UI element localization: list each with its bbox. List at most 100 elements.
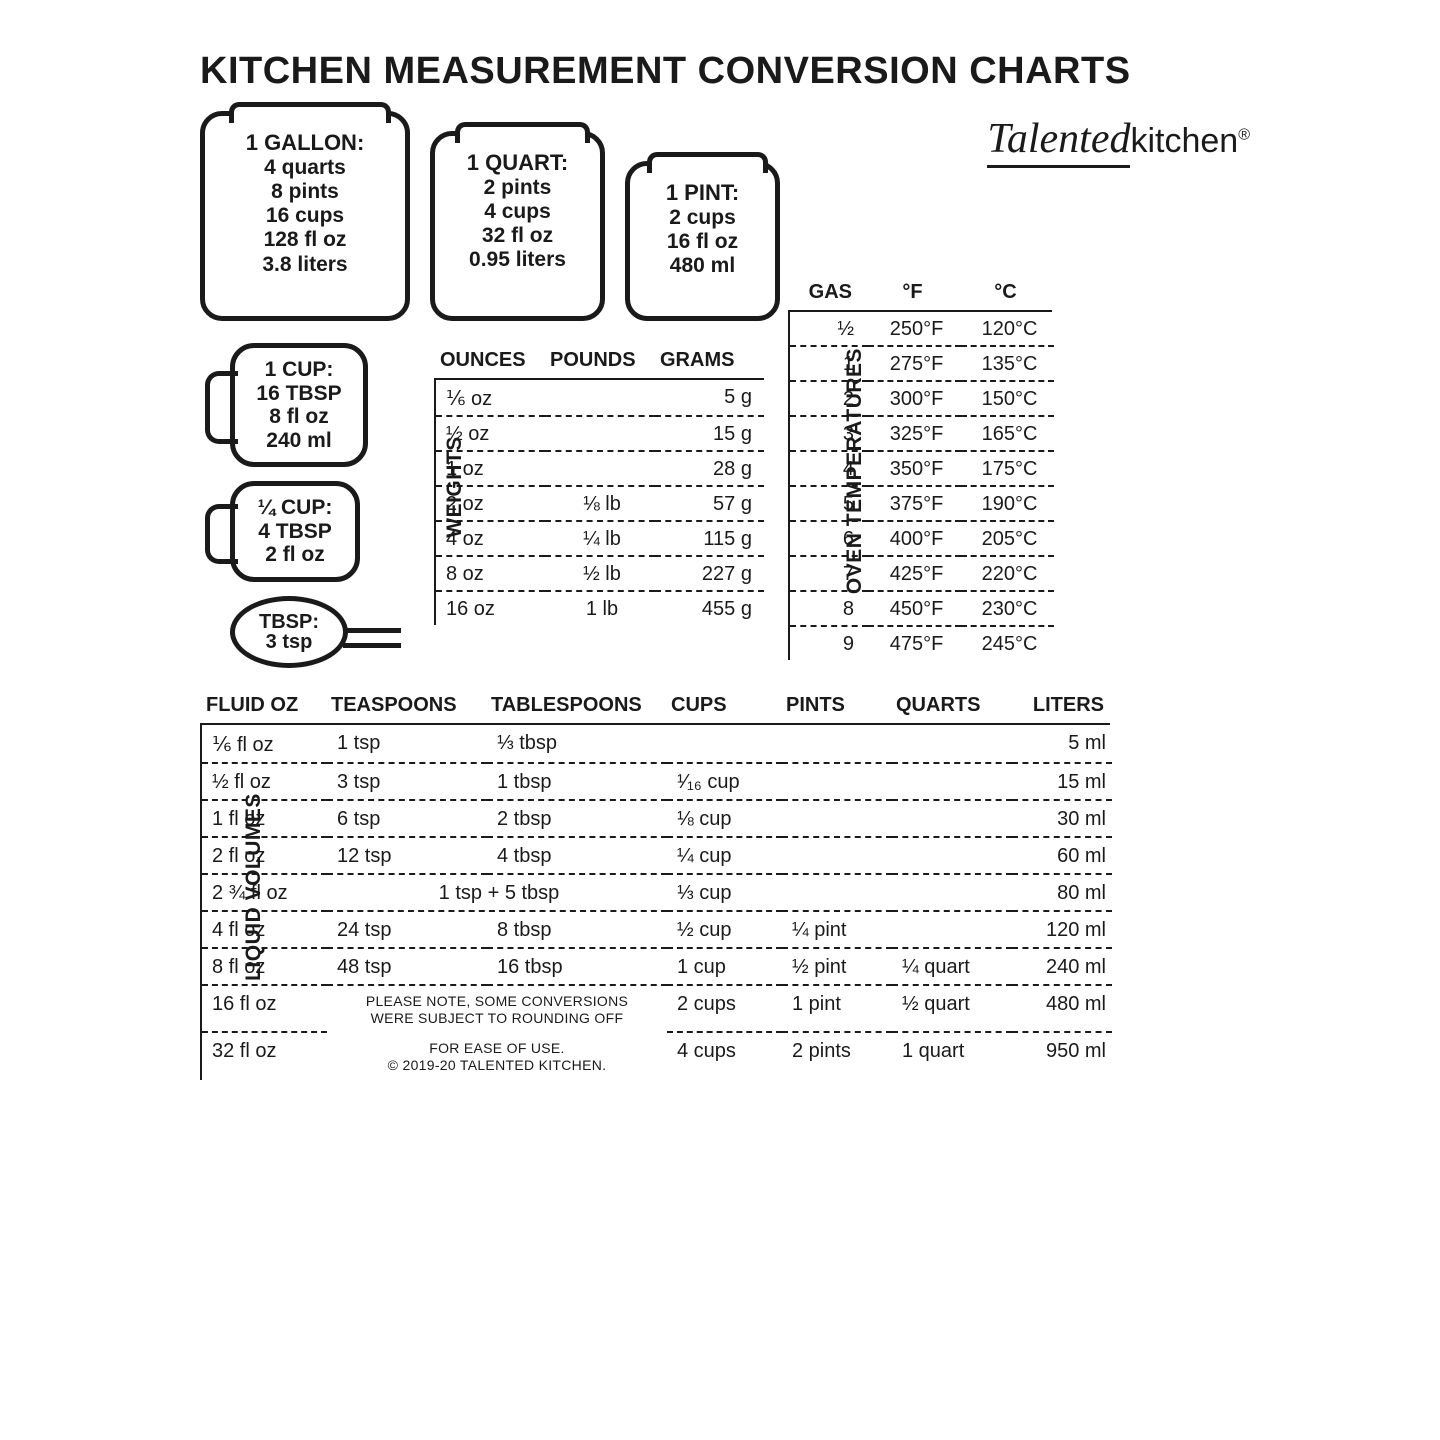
cup-heading: ¼ CUP:	[251, 496, 339, 520]
liquid-h-quarts: QUARTS	[890, 694, 1010, 725]
weights-cell-lb	[545, 452, 654, 487]
oven-row: 5375°F190°C	[790, 487, 1068, 522]
weights-row: 16 oz1 lb455 g	[436, 592, 764, 625]
oven-cell-c: 165°C	[961, 417, 1054, 452]
oven-row: 9475°F245°C	[790, 627, 1068, 660]
oven-cell-c: 220°C	[961, 557, 1054, 592]
tbsp-line: 3 tsp	[266, 632, 313, 652]
liquid-h-pints: PINTS	[780, 694, 890, 725]
weights-cell-g: 5 g	[655, 380, 764, 417]
liquid-row: 16 fl ozPLEASE NOTE, SOME CONVERSIONSWER…	[202, 986, 1260, 1033]
liquid-cell-pints	[782, 838, 892, 875]
liquid-cell-quarts	[892, 838, 1012, 875]
oven-cell-f: 325°F	[868, 417, 961, 452]
oven-cell-c: 135°C	[961, 347, 1054, 382]
weights-cell-oz: 8 oz	[436, 557, 545, 592]
mid-region: 1 CUP: 16 TBSP 8 fl oz 240 ml ¼ CUP: 4 T…	[200, 343, 1260, 668]
weights-cell-g: 15 g	[655, 417, 764, 452]
liquid-cell-tbsp: 16 tbsp	[487, 949, 667, 986]
weights-cell-lb	[545, 380, 654, 417]
liquid-row: ½ fl oz3 tsp1 tbsp¹⁄₁₆ cup15 ml	[202, 764, 1260, 801]
brand-word1: Talented	[987, 115, 1130, 168]
cup-line: 16 TBSP	[251, 382, 347, 406]
liquid-cell-tbsp: 4 tbsp	[487, 838, 667, 875]
liquid-cell-quarts	[892, 875, 1012, 912]
liquid-cell-floz: ⅙ fl oz	[202, 725, 327, 764]
liquid-cell-cups: ⅛ cup	[667, 801, 782, 838]
liquid-cell-pints: ½ pint	[782, 949, 892, 986]
oven-h-gas: GAS	[788, 281, 866, 312]
oven-cell-c: 190°C	[961, 487, 1054, 522]
cup-line: 4 TBSP	[251, 520, 339, 544]
cup-line: 8 fl oz	[251, 405, 347, 429]
liquid-cell-liters: 120 ml	[1012, 912, 1112, 949]
weights-cell-lb: ⅛ lb	[545, 487, 654, 522]
oven-cell-c: 175°C	[961, 452, 1054, 487]
liquid-row: 4 fl oz24 tsp8 tbsp½ cup¼ pint120 ml	[202, 912, 1260, 949]
liquid-cell-liters: 950 ml	[1012, 1033, 1112, 1080]
weights-cell-lb	[545, 417, 654, 452]
liquid-cell-cups	[667, 725, 782, 764]
weights-row: 2 oz⅛ lb57 g	[436, 487, 764, 522]
weights-row: ½ oz15 g	[436, 417, 764, 452]
liquid-cell-tsp: 3 tsp	[327, 764, 487, 801]
liquid-table: LIQUID VOLUMES FLUID OZ TEASPOONS TABLES…	[200, 694, 1260, 1080]
brand-logo: Talentedkitchen®	[987, 115, 1250, 168]
liquid-body: ⅙ fl oz1 tsp⅓ tbsp5 ml½ fl oz3 tsp1 tbsp…	[200, 725, 1260, 1080]
oven-cell-c: 120°C	[961, 312, 1054, 347]
oven-body: ½250°F120°C1275°F135°C2300°F150°C3325°F1…	[788, 312, 1068, 660]
weights-cell-lb: 1 lb	[545, 592, 654, 625]
weights-cell-g: 57 g	[655, 487, 764, 522]
jar-pint: 1 PINT: 2 cups 16 fl oz 480 ml	[625, 161, 780, 321]
oven-cell-f: 350°F	[868, 452, 961, 487]
oven-cell-c: 230°C	[961, 592, 1054, 627]
liquid-cell-cups: 1 cup	[667, 949, 782, 986]
weights-cell-g: 28 g	[655, 452, 764, 487]
liquid-cell-liters: 5 ml	[1012, 725, 1112, 764]
jar-line: 128 fl oz	[219, 228, 391, 252]
weights-h-ounces: OUNCES	[434, 349, 544, 380]
liquid-note: PLEASE NOTE, SOME CONVERSIONSWERE SUBJEC…	[327, 986, 667, 1033]
liquid-cell-quarts: 1 quart	[892, 1033, 1012, 1080]
liquid-cell-tbsp: ⅓ tbsp	[487, 725, 667, 764]
liquid-row: ⅙ fl oz1 tsp⅓ tbsp5 ml	[202, 725, 1260, 764]
weights-row: 1 oz28 g	[436, 452, 764, 487]
liquid-cell-tsp: 12 tsp	[327, 838, 487, 875]
weights-cell-g: 227 g	[655, 557, 764, 592]
weights-cell-oz: ⅙ oz	[436, 380, 545, 417]
liquid-h-tbsp: TABLESPOONS	[485, 694, 665, 725]
oven-row: 8450°F230°C	[790, 592, 1068, 627]
oven-cell-c: 205°C	[961, 522, 1054, 557]
weights-table: WEIGHTS OUNCES POUNDS GRAMS ⅙ oz5 g½ oz1…	[434, 349, 764, 625]
liquid-cell-tsp: 6 tsp	[327, 801, 487, 838]
liquid-row: 1 fl oz6 tsp2 tbsp⅛ cup30 ml	[202, 801, 1260, 838]
oven-row: 3325°F165°C	[790, 417, 1068, 452]
cup-line: 2 fl oz	[251, 543, 339, 567]
liquid-cell-liters: 15 ml	[1012, 764, 1112, 801]
oven-row: 7425°F220°C	[790, 557, 1068, 592]
jar-row: 1 GALLON: 4 quarts 8 pints 16 cups 128 f…	[200, 111, 780, 321]
liquid-cell-pints	[782, 764, 892, 801]
weights-cell-lb: ½ lb	[545, 557, 654, 592]
liquid-headers: FLUID OZ TEASPOONS TABLESPOONS CUPS PINT…	[200, 694, 1260, 725]
cups-column: 1 CUP: 16 TBSP 8 fl oz 240 ml ¼ CUP: 4 T…	[200, 343, 410, 668]
liquid-cell-tbsp: 8 tbsp	[487, 912, 667, 949]
weights-headers: OUNCES POUNDS GRAMS	[434, 349, 764, 380]
liquid-cell-liters: 60 ml	[1012, 838, 1112, 875]
weights-body: ⅙ oz5 g½ oz15 g1 oz28 g2 oz⅛ lb57 g4 oz¼…	[434, 380, 764, 625]
liquid-label: LIQUID VOLUMES	[242, 793, 266, 981]
liquid-row: 32 fl ozFOR EASE OF USE.© 2019-20 TALENT…	[202, 1033, 1260, 1080]
oven-cell-c: 245°C	[961, 627, 1054, 660]
oven-cell-c: 150°C	[961, 382, 1054, 417]
oven-table: OVEN TEMPERATURES GAS °F °C ½250°F120°C1…	[788, 281, 1068, 660]
oven-cell-f: 275°F	[868, 347, 961, 382]
weights-h-grams: GRAMS	[654, 349, 764, 380]
liquid-row: 2 fl oz12 tsp4 tbsp¼ cup60 ml	[202, 838, 1260, 875]
oven-cell-gas: 8	[790, 592, 868, 627]
liquid-row: 8 fl oz48 tsp16 tbsp1 cup½ pint¼ quart24…	[202, 949, 1260, 986]
oven-row: 4350°F175°C	[790, 452, 1068, 487]
liquid-cell-cups: ¹⁄₁₆ cup	[667, 764, 782, 801]
oven-cell-f: 425°F	[868, 557, 961, 592]
tbsp-spoon: TBSP: 3 tsp	[230, 596, 348, 668]
cup-heading: 1 CUP:	[251, 358, 347, 382]
